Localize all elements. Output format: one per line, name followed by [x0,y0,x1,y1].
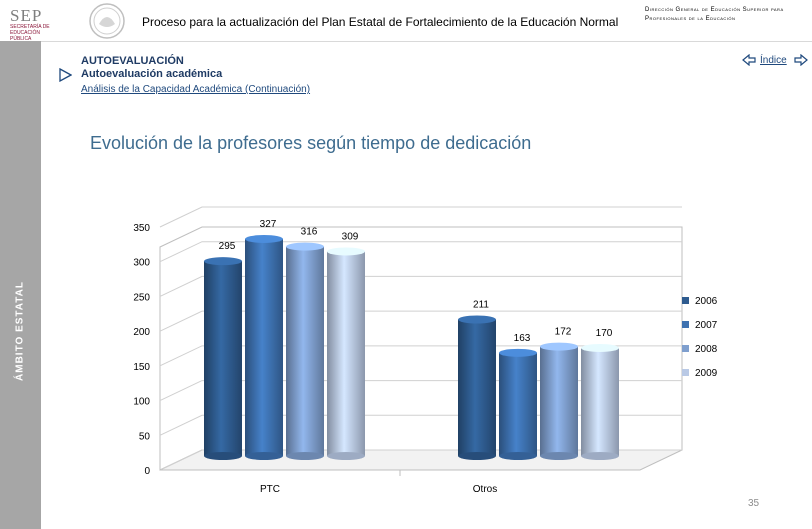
gridline [159,310,682,332]
data-label: 327 [260,219,277,230]
bar-base-ptc-2007 [245,452,283,460]
bar-ptc-2008 [286,246,324,456]
bar-cap-ptc-2007 [245,234,283,243]
bar-base-ptc-2008 [286,452,324,460]
gridline [159,275,682,297]
chart-title: Evolución de la profesores según tiempo … [90,133,532,153]
bar-ptc-2007 [245,238,283,456]
sep-logo-subtext: SECRETARÍA DE EDUCACIÓN PÚBLICA [10,24,50,42]
bar-otros-2008 [540,346,578,456]
data-label: 211 [473,300,489,311]
bar-otros-2007 [499,352,537,456]
section-title: AUTOEVALUACIÓN [81,55,184,67]
data-label: 172 [555,327,572,338]
legend-label-2006: 2006 [695,296,718,307]
bar-ptc-2006 [204,261,242,456]
section-subtitle: Autoevaluación académica [81,68,223,80]
page-number: 35 [748,498,760,509]
bar-cap-ptc-2006 [204,257,242,266]
bar-base-otros-2009 [581,452,619,460]
bar-cap-otros-2008 [540,342,578,351]
legend-swatch-2008 [682,345,689,352]
data-label: 170 [596,328,613,339]
header-divider [41,41,812,42]
bar-cap-otros-2007 [499,348,537,357]
x-tick-label: Otros [473,484,497,495]
bar-base-otros-2007 [499,452,537,460]
y-tick-label: 200 [133,327,150,338]
arrow-right-icon[interactable] [794,54,808,66]
legend-swatch-2006 [682,297,689,304]
x-tick-label: PTC [260,484,280,495]
bar-base-ptc-2006 [204,452,242,460]
header: SEP SECRETARÍA DE EDUCACIÓN PÚBLICA Proc… [0,0,812,42]
legend-label-2008: 2008 [695,344,718,355]
bar-cap-otros-2009 [581,343,619,352]
bar-ptc-2009 [327,251,365,456]
bar-otros-2006 [458,319,496,456]
bar-otros-2009 [581,347,619,456]
y-tick-label: 350 [133,223,150,234]
dgesu-label: Dirección General de Educación Superior … [645,7,784,22]
bar-chart: 0 50 100 150 200 250 300 350 295 327 316 309 PTC 211 1… [133,206,718,495]
data-label: 163 [514,333,531,344]
bar-base-otros-2006 [458,452,496,460]
indice-link[interactable]: Índice [760,55,787,66]
bar-cap-otros-2006 [458,315,496,324]
data-label: 309 [342,231,359,242]
header-title: Proceso para la actualización del Plan E… [142,15,619,29]
legend-label-2007: 2007 [695,320,718,331]
sidebar: ÁMBITO ESTATAL [0,41,41,529]
bar-base-otros-2008 [540,452,578,460]
gridline [159,206,682,228]
bar-cap-ptc-2008 [286,242,324,251]
sep-logo-text: SEP [10,6,43,25]
legend-swatch-2007 [682,321,689,328]
bar-cap-ptc-2009 [327,247,365,256]
legend-swatch-2009 [682,369,689,376]
y-tick-label: 0 [144,466,150,477]
sidebar-label: ÁMBITO ESTATAL [14,281,26,381]
bar-base-ptc-2009 [327,452,365,460]
play-icon [59,68,72,82]
gridline [159,241,682,263]
data-label: 295 [219,241,236,252]
section-link[interactable]: Análisis de la Capacidad Académica (Cont… [81,84,311,95]
mexico-crest-icon [89,3,125,39]
arrow-left-icon[interactable] [742,54,756,66]
gridline [159,345,682,367]
y-tick-label: 300 [133,258,150,269]
y-tick-label: 150 [133,362,150,373]
legend-label-2009: 2009 [695,368,718,379]
y-tick-label: 100 [133,397,150,408]
y-tick-label: 250 [133,292,150,303]
y-tick-label: 50 [139,431,151,442]
data-label: 316 [301,227,318,238]
